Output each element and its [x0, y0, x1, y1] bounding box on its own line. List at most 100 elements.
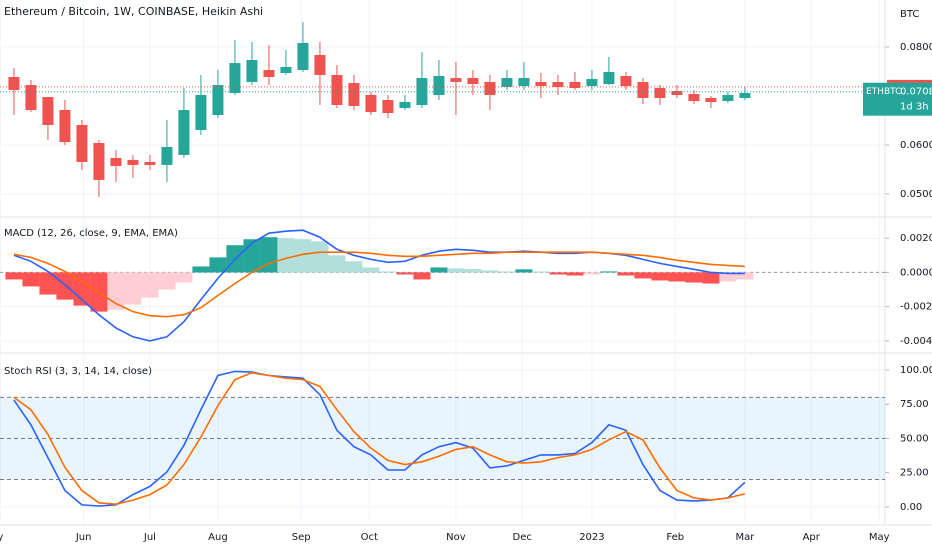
x-tick-label: 2023	[579, 532, 604, 543]
y-tick-label: -0.00400	[900, 336, 932, 347]
histogram-bar	[736, 272, 754, 280]
histogram-bar	[56, 272, 74, 300]
chart-title: Ethereum / Bitcoin, 1W, COINBASE, Heikin…	[4, 5, 263, 18]
histogram-bar	[396, 272, 414, 275]
candle-body	[705, 98, 717, 102]
symbol-label: ETHBTC	[866, 87, 901, 97]
candle-body	[382, 100, 394, 113]
candle-body	[671, 91, 683, 96]
histogram-bar	[175, 272, 193, 283]
x-tick-label: Feb	[666, 532, 684, 543]
histogram-bar	[311, 241, 329, 273]
histogram-bar	[430, 267, 448, 273]
histogram-bar	[158, 272, 176, 290]
histogram-bar	[498, 271, 516, 273]
candle-body	[467, 78, 479, 84]
candle-body	[263, 69, 275, 77]
candle-body	[127, 159, 139, 165]
candle-body	[348, 83, 360, 106]
candle-body	[552, 81, 564, 87]
candle-body	[280, 67, 292, 74]
histogram-bar	[651, 272, 669, 281]
candle-body	[144, 161, 156, 165]
candle-body	[314, 55, 326, 75]
histogram-bar	[328, 255, 346, 273]
candle-body	[76, 124, 88, 162]
histogram-bar	[481, 270, 499, 273]
histogram-bar	[447, 268, 465, 273]
macd-line	[13, 229, 745, 342]
histogram-bar	[22, 272, 40, 287]
candle-body	[25, 85, 37, 111]
candle-body	[484, 81, 496, 96]
histogram-bar	[277, 238, 295, 273]
price-label: 0.07087	[900, 87, 932, 98]
histogram-bar	[192, 266, 210, 273]
histogram-bar	[685, 272, 703, 283]
candle-body	[110, 157, 122, 166]
x-tick-label: Oct	[361, 532, 378, 543]
histogram-bar	[413, 272, 431, 280]
histogram-bar	[668, 272, 686, 282]
candle-body	[654, 88, 666, 99]
stoch-line	[13, 370, 746, 507]
y-tick-label: 0.00	[900, 502, 922, 513]
histogram-bar	[379, 271, 397, 273]
candle-body	[433, 76, 445, 96]
candle-body	[331, 74, 343, 106]
signal-line	[13, 251, 745, 318]
y-tick-label: 0.05000	[900, 189, 932, 200]
histogram-bar	[141, 272, 159, 298]
histogram-bar	[634, 272, 652, 279]
y-tick-label: 75.00	[900, 399, 929, 410]
histogram-bar	[600, 271, 618, 273]
y-tick-label: 100.00	[900, 365, 932, 376]
price-label-box	[863, 82, 932, 116]
price-unit: BTC	[900, 9, 919, 20]
histogram-bar	[515, 269, 533, 273]
macd-title: MACD (12, 26, close, 9, EMA, EMA)	[4, 228, 178, 239]
candle-body	[229, 63, 241, 94]
histogram-bar	[719, 272, 737, 282]
x-tick-label: Jul	[143, 532, 156, 543]
histogram-bar	[362, 267, 380, 273]
candle-body	[569, 81, 581, 89]
histogram-bar	[260, 237, 278, 273]
histogram-bar	[294, 239, 312, 273]
x-tick-label: Apr	[803, 532, 821, 543]
x-tick-label: Dec	[513, 532, 532, 543]
histogram-bar	[532, 271, 550, 273]
histogram-bar	[345, 261, 363, 273]
candle-body	[212, 85, 224, 116]
histogram-bar	[702, 272, 720, 284]
plot-layer	[0, 0, 889, 522]
histogram-bar	[5, 272, 23, 280]
candle-body	[246, 60, 258, 82]
candle-body	[161, 146, 173, 165]
histogram-bar	[566, 272, 584, 276]
candle-body	[399, 101, 411, 108]
candle-body	[518, 78, 530, 87]
x-tick-label: y	[0, 532, 3, 543]
histogram-bar	[209, 257, 227, 273]
histogram-bar	[73, 272, 91, 306]
candle-body	[688, 93, 700, 101]
candle-body	[297, 43, 309, 70]
x-tick-label: Aug	[208, 532, 228, 543]
candle-body	[42, 96, 54, 125]
countdown-label: 1d 3h	[900, 102, 929, 113]
candle-body	[722, 95, 734, 101]
x-tick-label: May	[869, 532, 890, 543]
candle-body	[637, 81, 649, 99]
stoch-title: Stoch RSI (3, 3, 14, 14, close)	[4, 366, 152, 377]
candle-body	[195, 95, 207, 130]
x-tick-label: Nov	[446, 532, 466, 543]
histogram-bar	[464, 268, 482, 273]
x-tick-label: Sep	[292, 532, 311, 543]
candle-body	[93, 142, 105, 180]
x-tick-label: Mar	[735, 532, 755, 543]
